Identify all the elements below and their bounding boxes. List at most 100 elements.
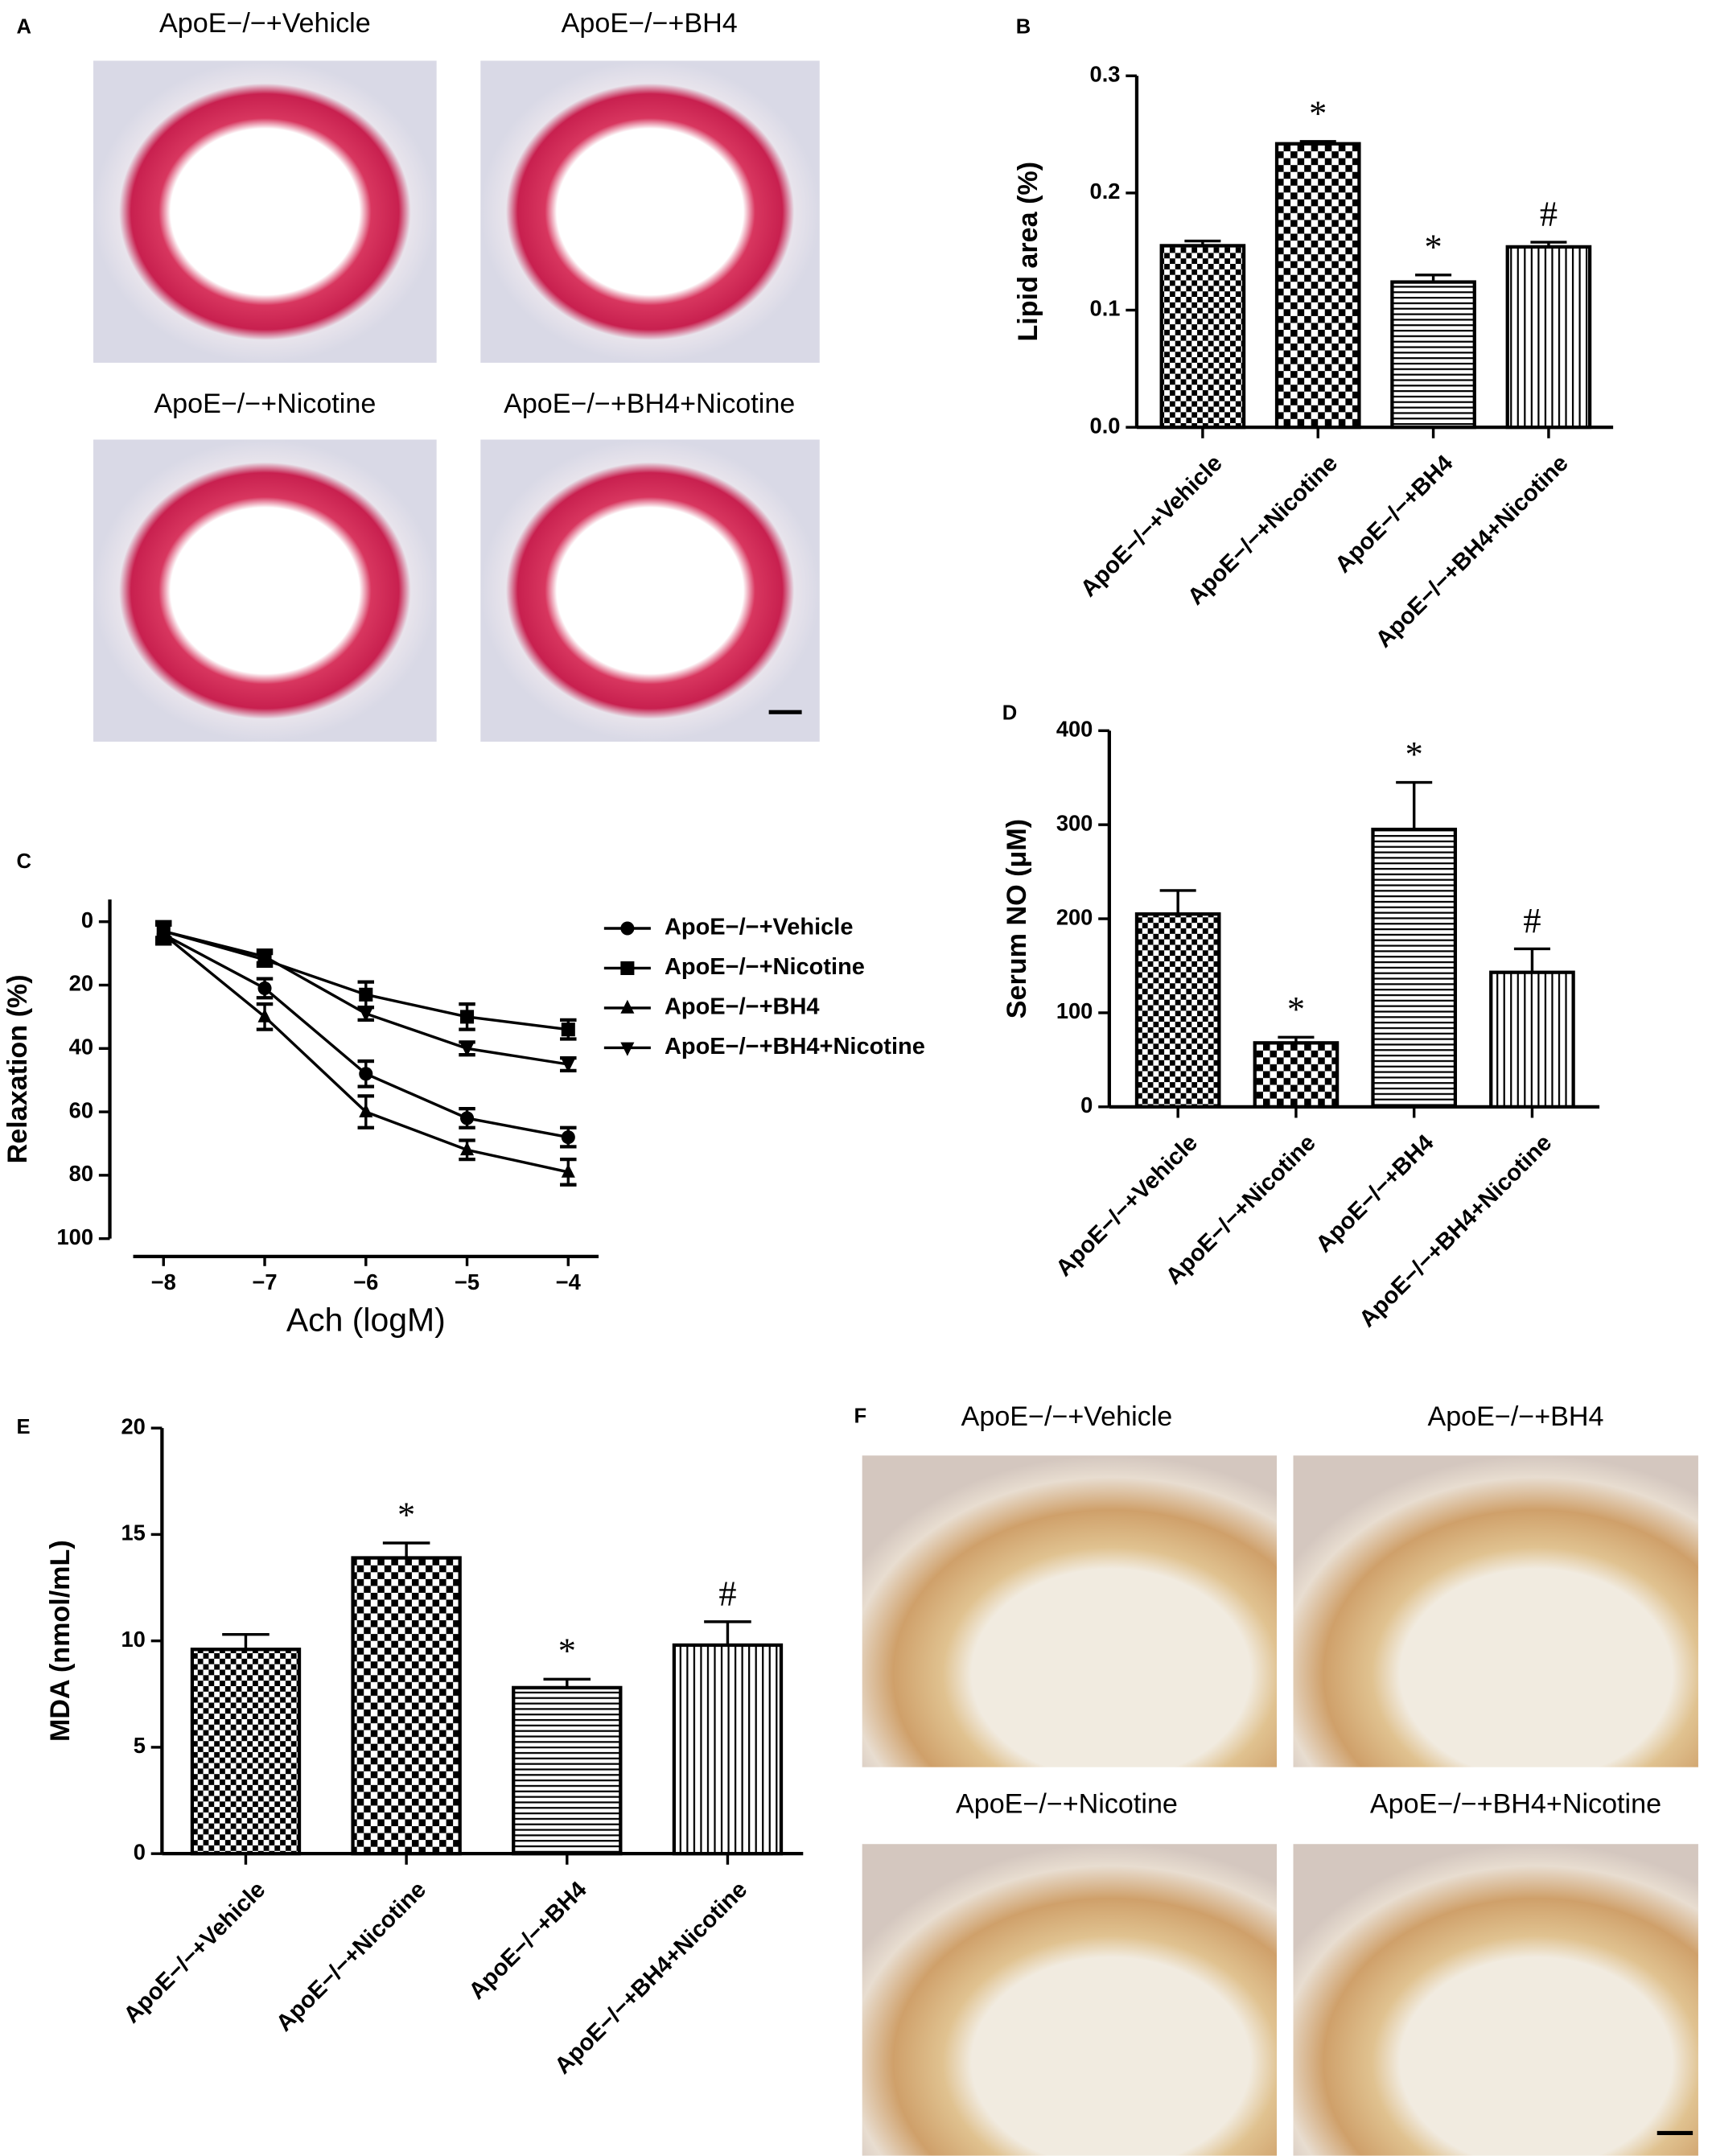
y-tick-label: 0: [81, 907, 93, 932]
panel-label: A: [16, 15, 31, 38]
bar: [1371, 827, 1458, 1109]
legend-label: ApoE−/−+Vehicle: [665, 915, 854, 940]
marker: [257, 981, 272, 995]
marker: [561, 1059, 575, 1073]
y-tick-label: 300: [1056, 810, 1093, 835]
y-axis-title: MDA (nmol/mL): [45, 1540, 76, 1742]
x-tick-label: ApoE−/−+Vehicle: [119, 1877, 270, 2028]
marker: [460, 1111, 475, 1125]
marker: [620, 961, 635, 976]
marker: [359, 1067, 373, 1081]
y-tick-label: 0.0: [1090, 413, 1121, 438]
bar: [351, 1556, 462, 1856]
x-tick-label: ApoE−/−+BH4: [464, 1877, 592, 2005]
x-tick-label: ApoE−/−+BH4+Nicotine: [550, 1877, 753, 2080]
marker: [460, 1142, 475, 1156]
image: [93, 60, 437, 363]
panel-label: C: [16, 850, 31, 873]
annotation: #: [718, 1573, 736, 1613]
y-tick-label: 0.1: [1090, 296, 1121, 321]
panel-label: B: [1016, 15, 1031, 38]
x-tick-label: −4: [556, 1269, 582, 1294]
bar: [1489, 970, 1575, 1109]
image-caption: ApoE−/−+Vehicle: [159, 8, 371, 39]
y-axis-title: Relaxation (%): [2, 974, 33, 1163]
marker: [257, 951, 272, 965]
bar: [512, 1685, 623, 1856]
legend-label: ApoE−/−+Nicotine: [665, 954, 865, 980]
image-caption: ApoE−/−+BH4+Nicotine: [504, 389, 795, 419]
annotation: #: [1523, 900, 1541, 940]
y-tick-label: 0: [1080, 1092, 1093, 1117]
x-tick-label: −7: [252, 1269, 277, 1294]
image-caption: ApoE−/−+Nicotine: [154, 389, 376, 419]
image: [93, 439, 437, 742]
panel-label: F: [854, 1405, 866, 1427]
annotation: #: [1540, 194, 1558, 234]
y-tick-label: 60: [69, 1097, 93, 1122]
legend-label: ApoE−/−+BH4+Nicotine: [665, 1034, 925, 1059]
y-tick-label: 15: [121, 1520, 146, 1545]
marker: [359, 1008, 373, 1022]
image: [480, 439, 820, 742]
marker: [620, 999, 635, 1014]
y-tick-label: 20: [69, 971, 93, 996]
bar: [1505, 245, 1592, 430]
y-tick-label: 0: [134, 1839, 146, 1864]
bar: [672, 1643, 784, 1856]
annotation: *: [1405, 734, 1423, 774]
annotation: *: [1424, 226, 1442, 266]
y-tick-label: 400: [1056, 716, 1093, 741]
y-tick-label: 5: [134, 1733, 146, 1758]
marker: [620, 1042, 635, 1056]
bar: [1134, 912, 1221, 1109]
marker: [257, 1008, 272, 1022]
x-tick-label: ApoE−/−+Nicotine: [271, 1877, 431, 2037]
y-tick-label: 200: [1056, 904, 1093, 929]
image: [862, 1455, 1278, 1767]
image: [1293, 1455, 1698, 1767]
marker: [359, 1103, 373, 1117]
y-tick-label: 20: [121, 1413, 146, 1438]
x-tick-label: ApoE−/−+BH4: [1311, 1130, 1439, 1258]
x-tick-label: ApoE−/−+BH4: [1331, 451, 1459, 578]
histology-images: [93, 60, 1698, 2156]
image-caption: ApoE−/−+BH4+Nicotine: [1370, 1788, 1661, 1819]
image-caption: ApoE−/−+BH4: [1427, 1401, 1603, 1432]
y-tick-label: 10: [121, 1627, 146, 1652]
panel-label: D: [1002, 702, 1017, 725]
marker: [460, 1010, 475, 1024]
y-tick-label: 100: [1056, 998, 1093, 1023]
x-tick-label: ApoE−/−+BH4+Nicotine: [1355, 1130, 1558, 1333]
marker: [561, 1163, 575, 1178]
image: [862, 1844, 1278, 2156]
y-tick-label: 100: [56, 1224, 93, 1249]
line: [163, 933, 569, 1174]
y-tick-label: 80: [69, 1161, 93, 1186]
legend-label: ApoE−/−+BH4: [665, 994, 820, 1020]
y-tick-label: 0.2: [1090, 179, 1121, 204]
annotation: *: [558, 1631, 576, 1671]
bar: [1159, 244, 1246, 430]
bar: [1253, 1041, 1340, 1109]
image-caption: ApoE−/−+Nicotine: [956, 1788, 1178, 1819]
bar: [190, 1648, 302, 1856]
image-caption: ApoE−/−+Vehicle: [961, 1401, 1173, 1432]
y-axis-title: Serum NO (μM): [1002, 819, 1032, 1018]
bar: [1274, 142, 1361, 430]
annotation: *: [397, 1494, 415, 1534]
marker: [460, 1043, 475, 1057]
x-tick-label: ApoE−/−+BH4+Nicotine: [1371, 451, 1574, 653]
annotation: *: [1309, 93, 1327, 133]
y-tick-label: 0.3: [1090, 61, 1121, 86]
x-tick-label: −8: [151, 1269, 176, 1294]
image: [1293, 1844, 1698, 2156]
x-tick-label: −5: [455, 1269, 479, 1294]
x-axis-title: Ach (logM): [286, 1302, 446, 1339]
y-axis-title: Lipid area (%): [1013, 162, 1043, 342]
annotation: *: [1287, 989, 1305, 1029]
marker: [359, 987, 373, 1002]
panel-label: E: [16, 1416, 30, 1438]
x-tick-label: −6: [353, 1269, 378, 1294]
